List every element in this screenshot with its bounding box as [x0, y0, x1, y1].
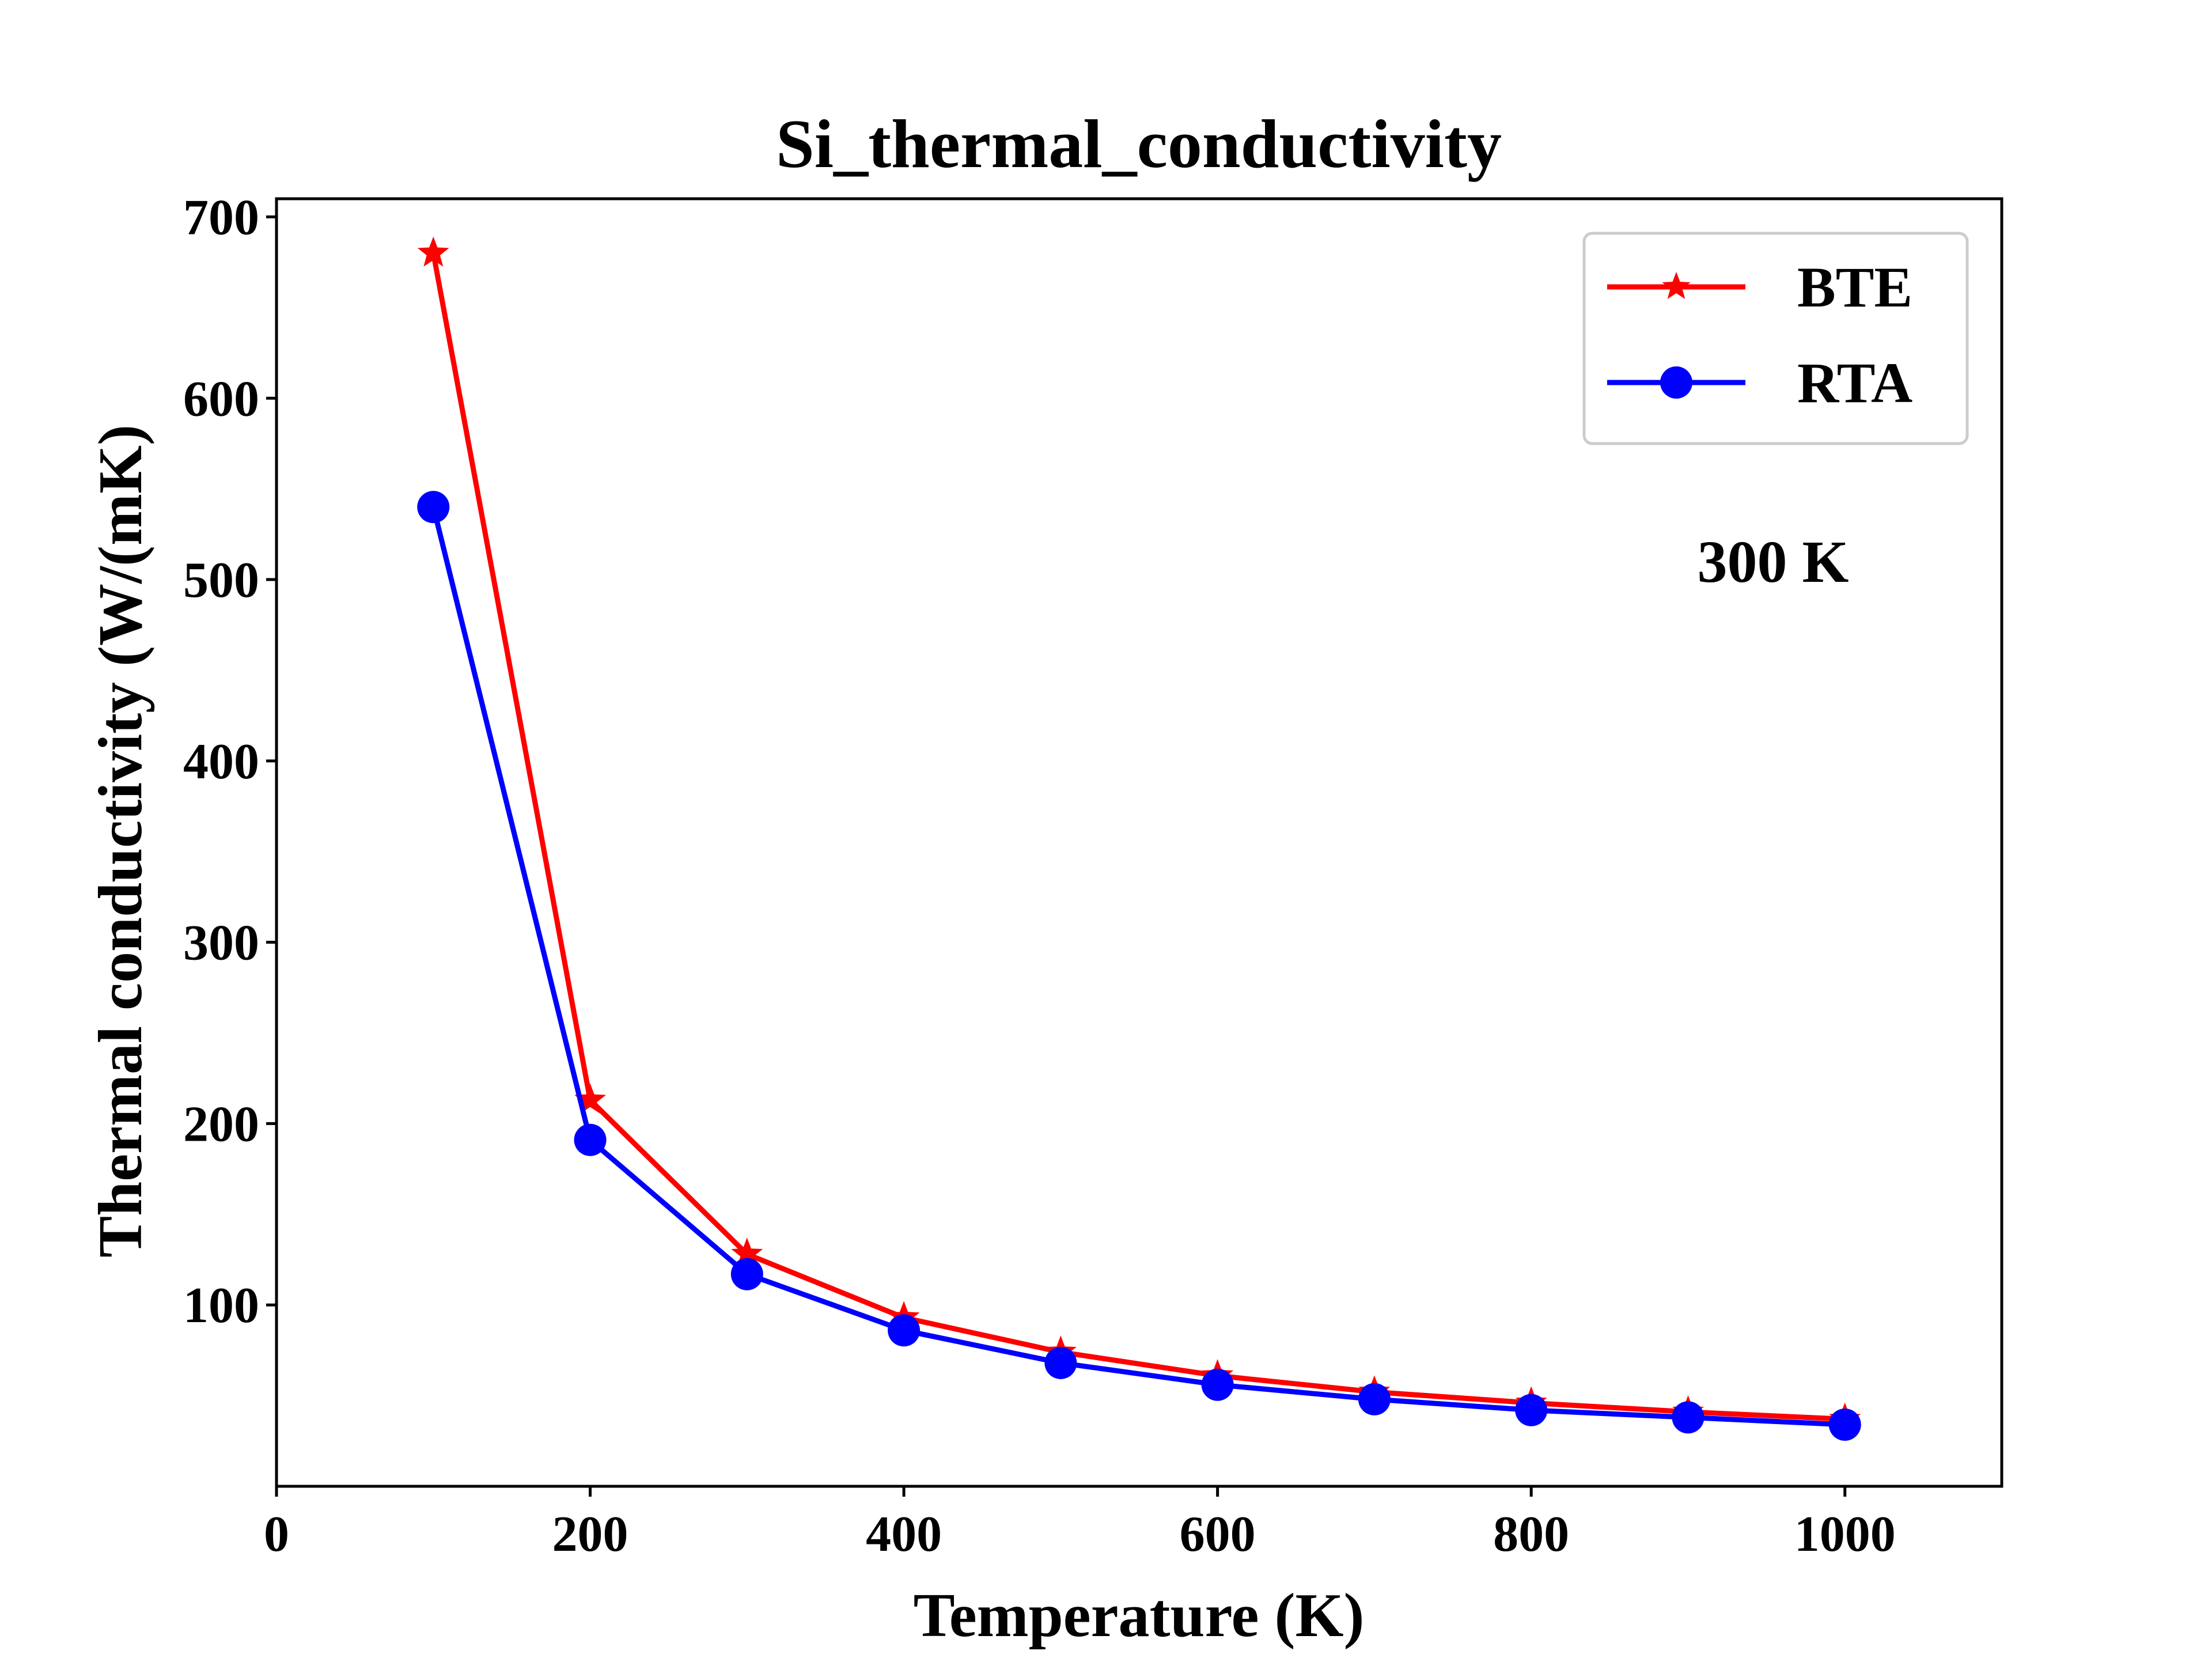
y-tick-label: 600 [183, 371, 259, 427]
data-point-rta [1201, 1368, 1234, 1401]
legend-label-bte: BTE [1797, 255, 1912, 319]
data-point-rta [1044, 1346, 1077, 1379]
legend-label-rta: RTA [1797, 351, 1912, 415]
x-tick-label: 1000 [1794, 1506, 1896, 1562]
plot-frame [275, 197, 2003, 1488]
data-point-rta [1672, 1401, 1705, 1434]
data-point-rta [1515, 1394, 1548, 1426]
y-tick-label: 300 [183, 915, 259, 971]
legend-marker-rta [1660, 366, 1692, 399]
x-axis: 0 200 400 600 800 1000 [264, 1486, 1896, 1562]
series-line-rta [430, 506, 1845, 1428]
x-tick-label: 0 [264, 1506, 289, 1562]
series-layer [417, 236, 1861, 1441]
data-point-rta [888, 1314, 921, 1347]
x-tick-label: 200 [552, 1506, 628, 1562]
x-tick-label: 600 [1180, 1506, 1256, 1562]
legend-marker-bte [1662, 272, 1691, 299]
y-tick-label: 400 [183, 734, 259, 790]
y-axis-label: Thermal conductivity (W/(mK) [86, 425, 155, 1258]
data-point-rta [730, 1258, 763, 1290]
plot-area: 0 200 400 600 800 1000 100 200 300 400 500 600 700 [183, 190, 2003, 1562]
chart-title: Si_thermal_conductivity [776, 105, 1502, 182]
y-tick-label: 700 [183, 190, 259, 245]
y-tick-label: 100 [183, 1278, 259, 1334]
data-point-bte [417, 236, 449, 267]
legend: BTE RTA [1582, 232, 1969, 445]
y-tick-label: 500 [183, 552, 259, 608]
y-tick-label: 200 [183, 1096, 259, 1152]
data-point-rta [1828, 1408, 1861, 1441]
annotation-300k: 300 K [1698, 529, 1849, 595]
data-point-rta [417, 491, 450, 524]
data-point-rta [574, 1123, 607, 1156]
x-axis-label: Temperature (K) [914, 1581, 1365, 1650]
data-point-rta [1358, 1383, 1391, 1415]
x-tick-label: 800 [1493, 1506, 1569, 1562]
series-line-bte [430, 252, 1845, 1422]
y-axis: 100 200 300 400 500 600 700 [183, 190, 276, 1334]
x-tick-label: 400 [866, 1506, 942, 1562]
